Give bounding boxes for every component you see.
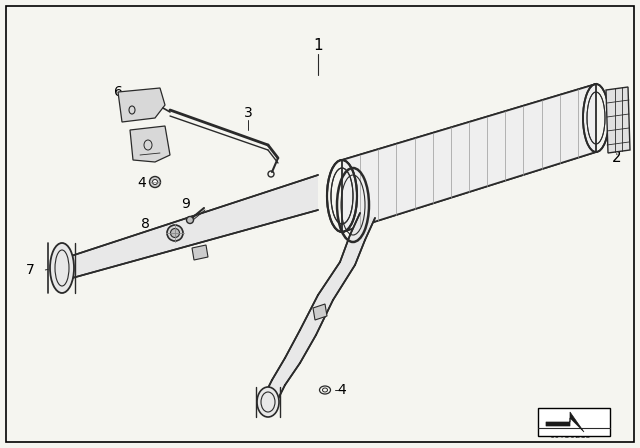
Text: 5: 5	[138, 141, 147, 155]
Text: 4: 4	[138, 176, 147, 190]
Polygon shape	[606, 87, 630, 153]
Polygon shape	[262, 213, 375, 405]
Text: 2: 2	[612, 150, 622, 164]
Polygon shape	[342, 84, 596, 232]
Ellipse shape	[50, 243, 74, 293]
Polygon shape	[313, 304, 327, 320]
Text: 6: 6	[113, 85, 122, 99]
Polygon shape	[546, 412, 584, 432]
Ellipse shape	[170, 228, 179, 237]
Text: 4: 4	[338, 383, 346, 397]
Ellipse shape	[152, 180, 157, 185]
Text: 3: 3	[244, 106, 252, 120]
Text: 1: 1	[313, 38, 323, 52]
Polygon shape	[192, 245, 208, 260]
Ellipse shape	[257, 387, 279, 417]
Ellipse shape	[167, 225, 183, 241]
Text: 7: 7	[26, 263, 35, 277]
Polygon shape	[130, 126, 170, 162]
Ellipse shape	[150, 177, 161, 188]
Text: 8: 8	[141, 217, 149, 231]
Ellipse shape	[186, 216, 193, 224]
Polygon shape	[65, 175, 318, 280]
Text: 00T30215: 00T30215	[549, 431, 591, 439]
Polygon shape	[118, 88, 165, 122]
Polygon shape	[538, 408, 610, 436]
Text: 9: 9	[182, 197, 191, 211]
